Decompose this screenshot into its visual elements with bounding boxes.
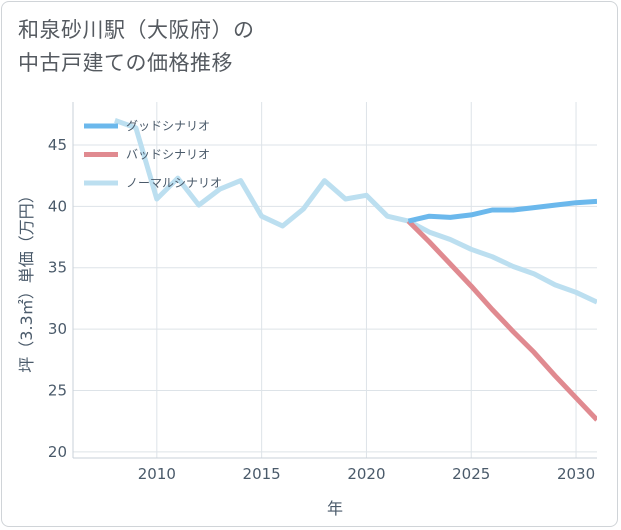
y-tick-label: 30 <box>48 320 67 338</box>
y-tick-label: 35 <box>48 259 67 277</box>
x-tick-label: 2030 <box>557 465 595 483</box>
series-line <box>114 118 597 305</box>
chart-title: 和泉砂川駅（大阪府）の 中古戸建ての価格推移 <box>18 14 578 80</box>
x-tick-label: 2015 <box>243 465 281 483</box>
series-group <box>114 118 597 422</box>
axes <box>72 102 597 459</box>
legend-label: グッドシナリオ <box>126 119 210 133</box>
x-tick-label: 2010 <box>138 465 176 483</box>
y-axis-label: 坪（3.3㎡）単価（万円） <box>17 187 36 372</box>
x-tick-label: 2020 <box>347 465 385 483</box>
series-line <box>406 219 597 422</box>
chart-title-line-1: 和泉砂川駅（大阪府）の <box>18 18 255 42</box>
chart-title-line-2: 中古戸建ての価格推移 <box>18 51 233 75</box>
legend-label: ノーマルシナリオ <box>126 176 222 190</box>
y-tick-label: 20 <box>48 443 67 461</box>
y-tick-label: 45 <box>48 136 67 154</box>
series-line <box>407 198 597 224</box>
y-tick-label: 40 <box>48 197 67 215</box>
x-axis-label: 年 <box>327 499 343 518</box>
x-tick-label: 2025 <box>452 465 490 483</box>
legend-label: バッドシナリオ <box>126 148 210 162</box>
y-tick-label: 25 <box>48 381 67 399</box>
